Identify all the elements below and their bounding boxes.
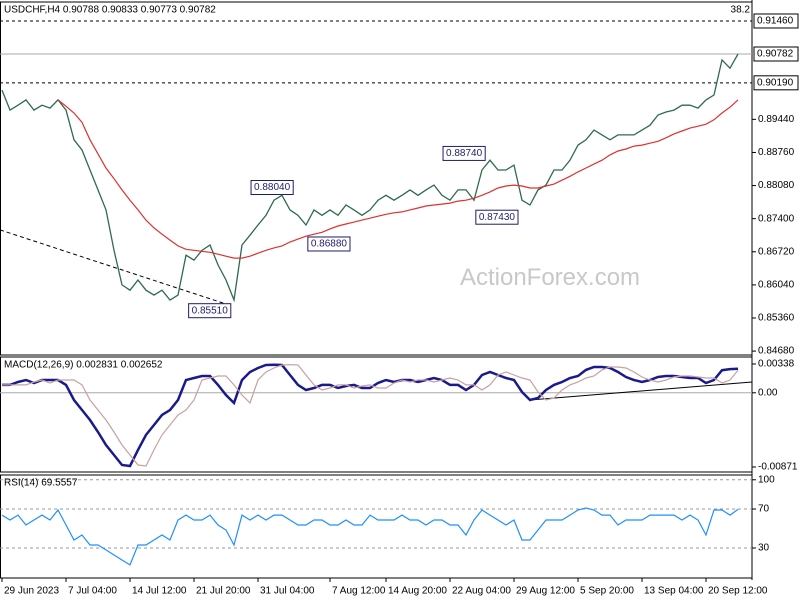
level-label: 0.90782 <box>757 49 794 60</box>
level-label-box <box>753 46 799 62</box>
series-line <box>2 363 739 468</box>
y-tick-label: -0.00871 <box>758 462 798 473</box>
x-tick-label: 21 Jul 20:00 <box>196 586 251 597</box>
panel-title: MACD(12,26,9) 0.002831 0.002652 <box>4 360 163 371</box>
x-tick-label: 7 Jul 04:00 <box>68 586 117 597</box>
annotation-label: 0.85510 <box>192 305 229 316</box>
trendline <box>0 229 231 306</box>
y-tick-label: 0.87400 <box>758 213 795 224</box>
trendline <box>529 381 753 401</box>
annotation-label: 0.86880 <box>311 239 348 250</box>
x-tick-label: 7 Aug 12:00 <box>332 586 386 597</box>
level-label: 0.90190 <box>757 77 794 88</box>
x-tick-label: 29 Aug 12:00 <box>516 586 575 597</box>
annotation-box <box>250 180 294 196</box>
panel-title: RSI(14) 69.5557 <box>4 478 78 489</box>
x-tick-label: 14 Jul 12:00 <box>132 586 187 597</box>
y-tick-label: 0.84680 <box>758 346 795 357</box>
watermark: ActionForex.com <box>460 264 640 291</box>
y-tick-label: 0.00 <box>758 387 778 398</box>
y-tick-label: 0.86720 <box>758 246 795 257</box>
y-tick-label: 100 <box>758 474 775 485</box>
x-tick-label: 14 Aug 20:00 <box>388 586 447 597</box>
panel-title: USDCHF,H4 0.90788 0.90833 0.90773 0.9078… <box>4 5 216 16</box>
y-tick-label: 70 <box>758 504 770 515</box>
x-tick-label: 29 Jun 2023 <box>4 586 59 597</box>
annotation-box <box>475 209 519 225</box>
y-tick-label: 0.00338 <box>758 359 795 370</box>
series-line <box>1 507 739 566</box>
fib-level-label: 38.2 <box>731 5 751 16</box>
annotation-box <box>188 303 232 319</box>
annotation-label: 0.88740 <box>446 148 483 159</box>
annotation-label: 0.87430 <box>479 212 516 223</box>
x-tick-label: 20 Sep 12:00 <box>708 586 768 597</box>
series-line <box>2 364 739 467</box>
y-tick-label: 0.86040 <box>758 280 795 291</box>
x-tick-label: 22 Aug 04:00 <box>452 586 511 597</box>
level-label-box <box>753 75 799 91</box>
x-tick-label: 13 Sep 04:00 <box>644 586 704 597</box>
series-line <box>1 53 739 303</box>
y-tick-label: 0.85360 <box>758 313 795 324</box>
y-tick-label: 0.89440 <box>758 114 795 125</box>
x-tick-label: 31 Jul 04:00 <box>260 586 315 597</box>
series-line <box>57 99 739 259</box>
annotation-box <box>307 236 351 252</box>
y-tick-label: 30 <box>758 543 770 554</box>
level-label-box <box>753 13 799 29</box>
annotation-box <box>442 145 486 161</box>
y-tick-label: 0.88760 <box>758 147 795 158</box>
y-tick-label: 0.88080 <box>758 180 795 191</box>
annotation-label: 0.88040 <box>254 182 291 193</box>
level-label: 0.91460 <box>757 16 794 27</box>
x-tick-label: 5 Sep 20:00 <box>580 586 634 597</box>
